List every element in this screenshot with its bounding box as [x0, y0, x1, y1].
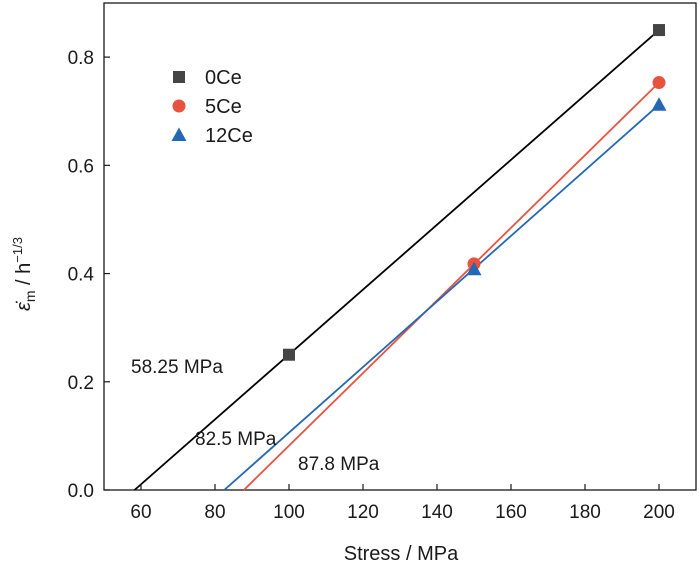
legend: 0Ce 5Ce 12Ce — [171, 67, 253, 147]
data-point-5ce — [652, 76, 666, 90]
annotation-58-25: 58.25 MPa — [131, 357, 223, 378]
legend-marker-0ce — [173, 71, 185, 83]
legend-marker-12ce — [171, 127, 187, 141]
x-tick-label: 200 — [643, 502, 675, 523]
x-axis-label: Stress / MPa — [344, 543, 459, 565]
data-point-0ce — [283, 348, 295, 361]
legend-label-5ce: 5Ce — [205, 96, 242, 118]
x-tick-label: 180 — [569, 502, 601, 523]
x-tick-label: 100 — [273, 502, 305, 523]
fit-lines — [133, 29, 660, 491]
y-axis-label-exponent: −1/3 — [10, 237, 25, 263]
data-point-0ce — [653, 24, 665, 37]
annotation-82-5: 82.5 MPa — [195, 429, 277, 450]
x-tick-label: 60 — [130, 502, 151, 523]
y-axis-ticks: 0.0 0.2 0.4 0.6 0.8 — [68, 48, 110, 502]
annotation-87-8: 87.8 MPa — [298, 454, 380, 475]
y-tick-label: 0.8 — [68, 48, 94, 69]
legend-label-12ce: 12Ce — [205, 125, 253, 147]
data-point-12ce — [651, 97, 667, 111]
fit-line-0ce — [133, 29, 660, 491]
legend-marker-5ce — [172, 99, 186, 113]
y-axis-label-subscript: m — [22, 291, 38, 303]
fit-line-12ce — [223, 104, 660, 491]
data-points — [283, 24, 667, 361]
x-tick-label: 80 — [204, 502, 225, 523]
y-tick-label: 0.6 — [68, 156, 94, 177]
y-axis-label: ε̇m / h−1/3 — [10, 237, 38, 311]
x-tick-label: 160 — [495, 502, 527, 523]
y-axis-label-symbol: ε̇ — [13, 300, 35, 311]
y-tick-label: 0.0 — [68, 481, 94, 502]
y-tick-label: 0.2 — [68, 373, 94, 394]
y-tick-label: 0.4 — [68, 265, 95, 286]
fit-line-5ce — [243, 81, 660, 491]
x-tick-label: 120 — [347, 502, 379, 523]
data-point-12ce — [466, 261, 482, 276]
legend-label-0ce: 0Ce — [205, 67, 242, 89]
plot-frame — [103, 2, 697, 491]
x-axis-ticks: 60 80 100 120 140 160 180 200 — [130, 484, 675, 523]
y-axis-label-unit: / h — [13, 263, 35, 291]
annotations: 58.25 MPa 82.5 MPa 87.8 MPa — [131, 357, 380, 475]
x-tick-label: 140 — [421, 502, 453, 523]
